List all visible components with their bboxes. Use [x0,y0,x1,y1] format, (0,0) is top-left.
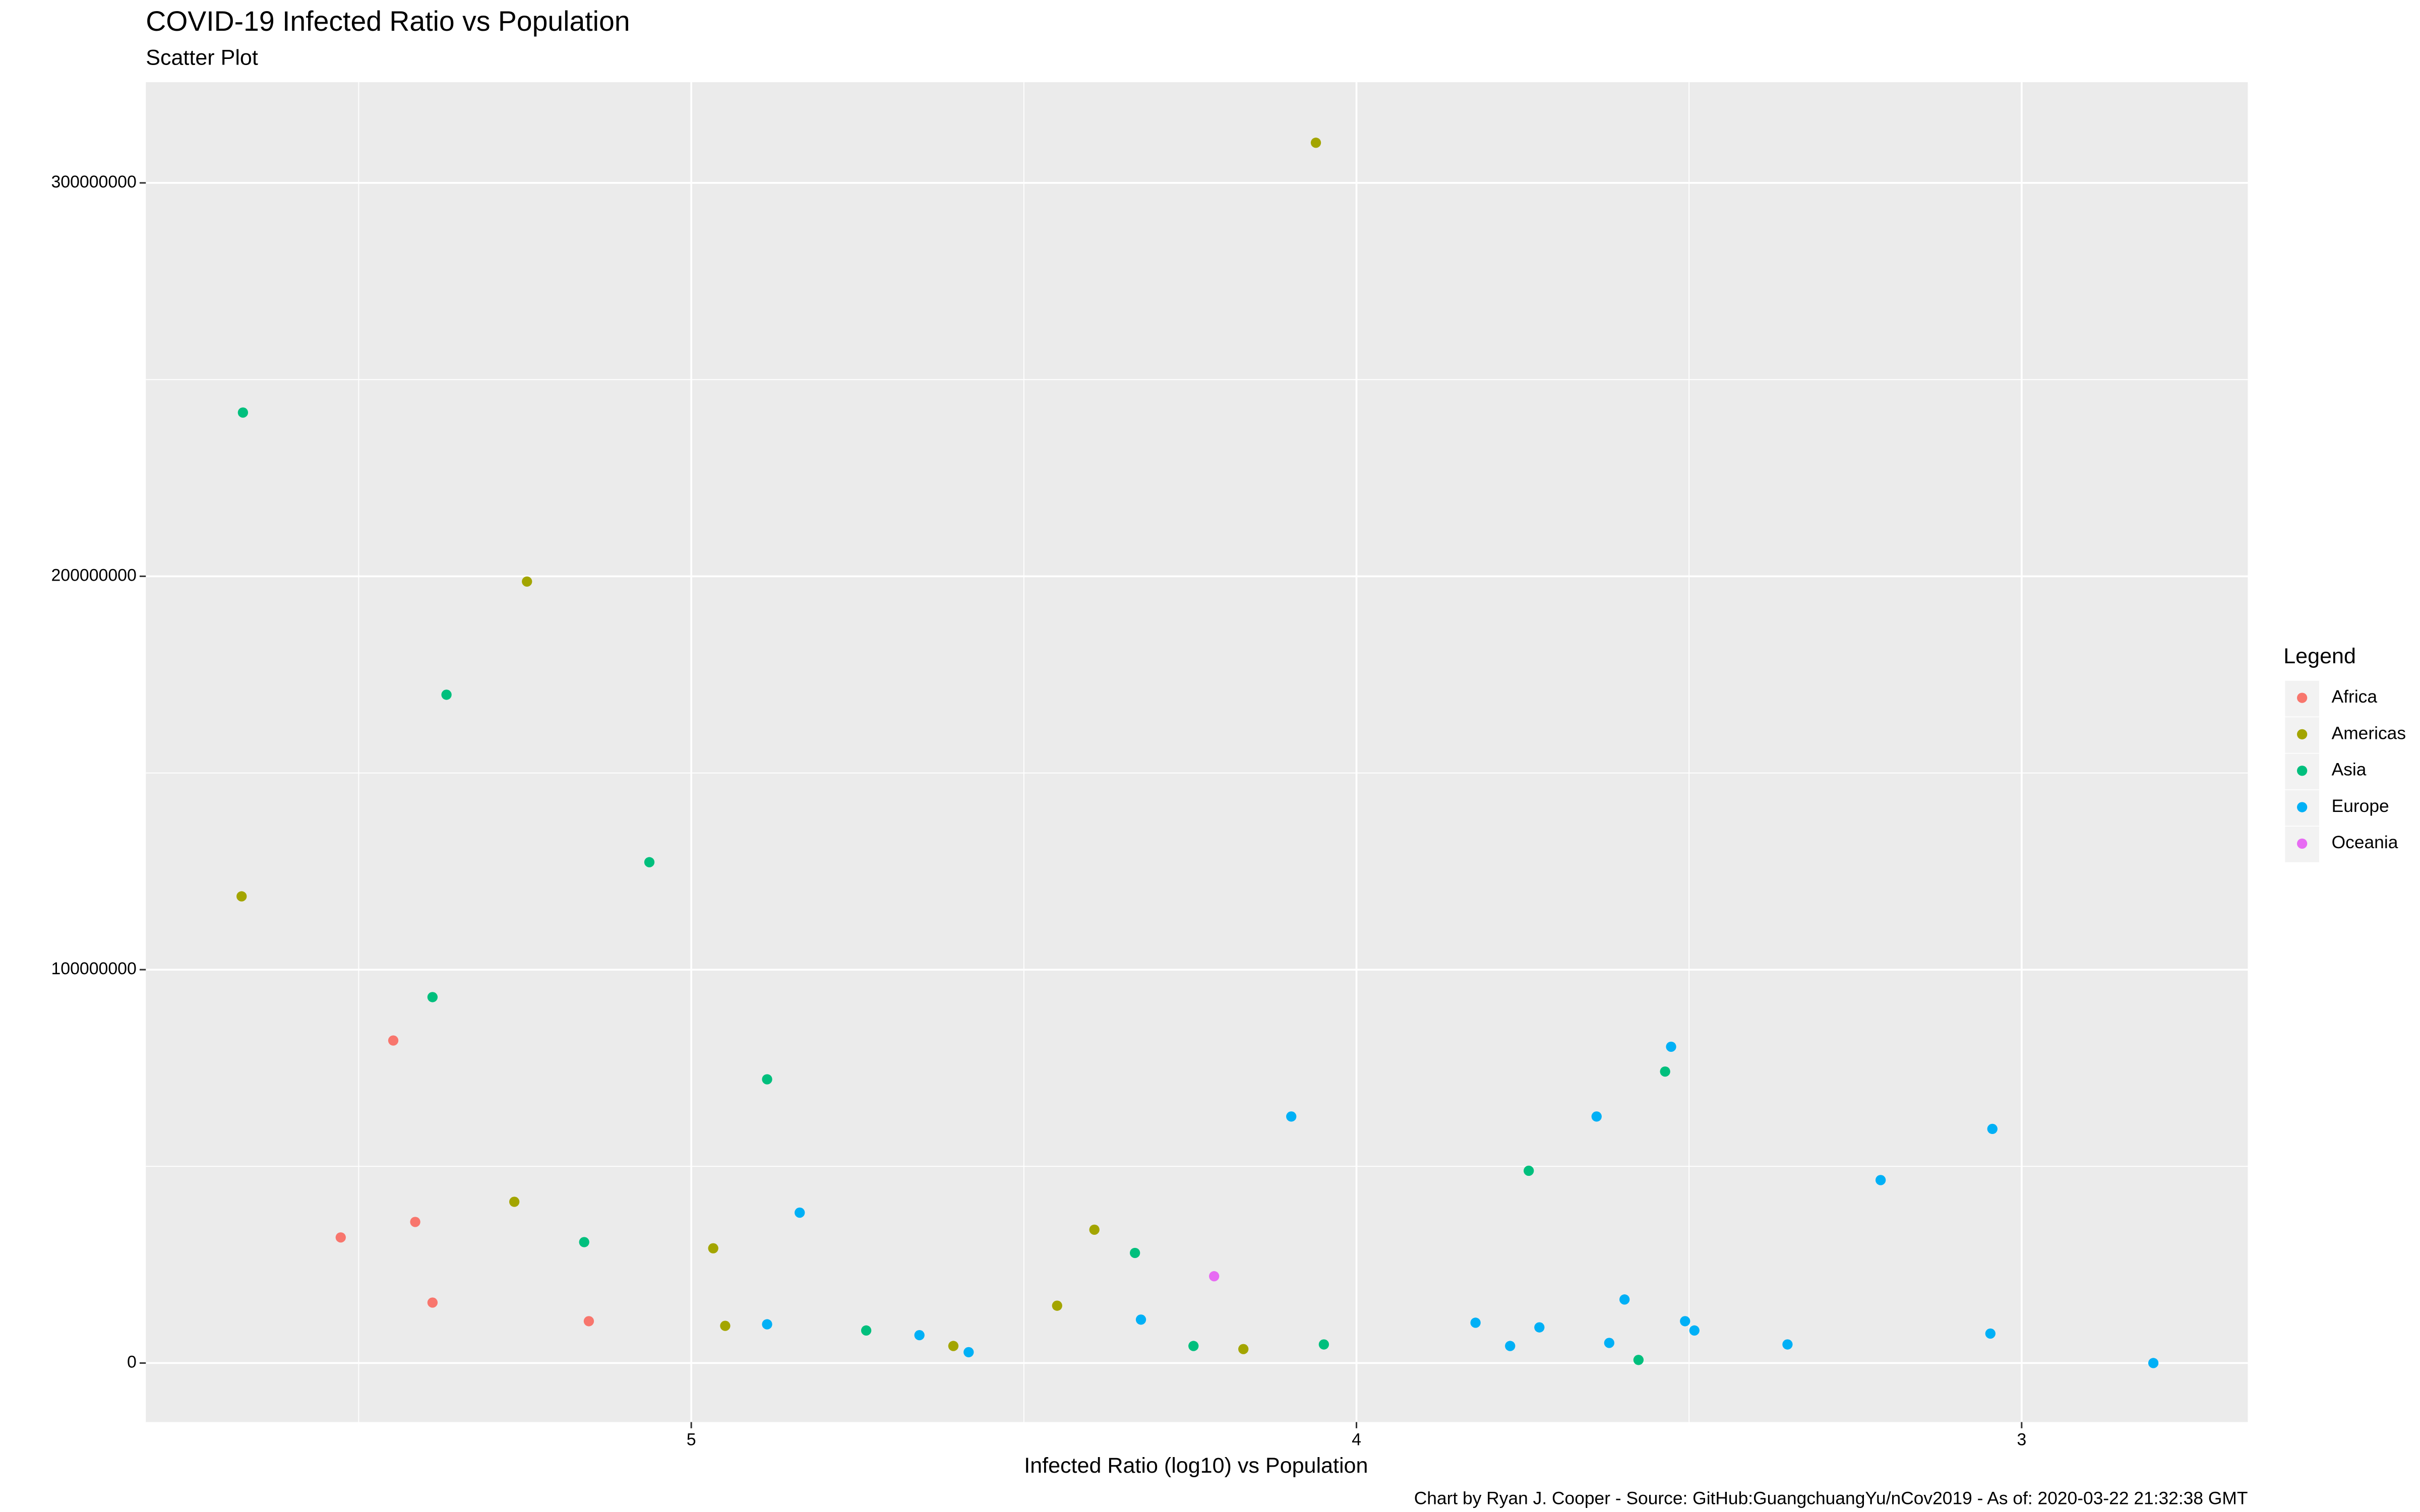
x-tick-label: 5 [687,1430,696,1449]
y-tick-label: 300000000 [51,172,136,192]
point [1052,1300,1062,1311]
point [2148,1358,2159,1368]
point [1505,1341,1516,1351]
point [1310,138,1321,148]
point [948,1341,959,1351]
point [762,1319,772,1330]
point [1619,1294,1630,1305]
point [388,1035,399,1046]
legend-marker [2297,766,2308,776]
point [410,1217,420,1227]
point [1666,1041,1676,1052]
point [236,891,247,902]
legend-label: Americas [2332,723,2406,743]
point [1987,1123,1998,1135]
point [427,992,438,1002]
point [1782,1339,1793,1350]
point [335,1232,346,1243]
plot-panel [146,82,2248,1422]
point [1633,1355,1644,1365]
point [795,1207,805,1218]
point [1318,1339,1329,1350]
point [1660,1066,1670,1077]
point [914,1330,925,1341]
point [1470,1317,1481,1328]
legend-marker [2297,802,2308,812]
caption: Chart by Ryan J. Cooper - Source: GitHub… [1414,1489,2248,1508]
point [644,857,655,867]
point [1208,1271,1220,1282]
legend-title: Legend [2283,644,2356,668]
point [1985,1328,1996,1339]
point [861,1325,872,1336]
point [583,1316,594,1327]
y-tick-label: 100000000 [51,959,136,978]
chart-title: COVID-19 Infected Ratio vs Population [146,6,630,37]
legend-label: Africa [2332,687,2378,707]
legend-label: Oceania [2332,833,2398,852]
legend-marker [2297,838,2308,849]
point [1135,1314,1146,1325]
point [1591,1111,1602,1122]
legend-marker [2297,729,2308,740]
legend-label: Asia [2332,760,2367,780]
point [720,1320,731,1331]
point [1129,1247,1140,1258]
point [509,1196,520,1207]
point [1680,1316,1690,1327]
point [963,1347,974,1358]
chart-subtitle: Scatter Plot [146,45,258,70]
legend-label: Europe [2332,796,2389,816]
point [1524,1165,1534,1176]
point [1238,1344,1249,1354]
point [1689,1325,1700,1336]
point [1534,1322,1545,1333]
point [579,1237,589,1247]
point [441,689,452,700]
point [522,576,532,587]
x-tick-label: 4 [1352,1430,1361,1449]
point [1286,1111,1297,1122]
point [708,1243,718,1253]
point [1089,1224,1100,1235]
y-tick-label: 200000000 [51,565,136,585]
point [1188,1341,1199,1351]
point [427,1297,438,1308]
point [1876,1175,1886,1185]
point [237,407,249,418]
x-tick-label: 3 [2017,1430,2026,1449]
legend-marker [2297,692,2308,703]
point [762,1074,772,1085]
point [1604,1338,1615,1348]
y-tick-label: 0 [127,1352,137,1371]
x-axis-label: Infected Ratio (log10) vs Population [1024,1454,1368,1478]
